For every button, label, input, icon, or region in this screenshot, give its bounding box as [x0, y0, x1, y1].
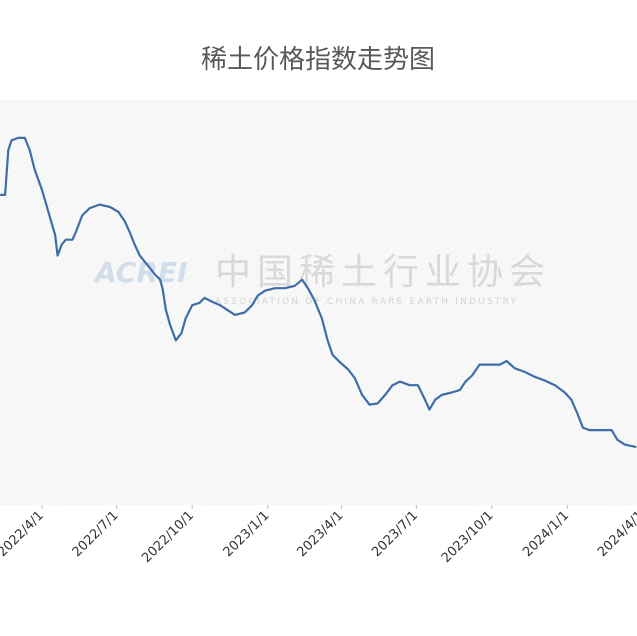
data-line [0, 136, 637, 449]
watermark-subtitle: ASSOCIATION OF CHINA RARE EARTH INDUSTRY [215, 297, 518, 307]
watermark-name: 中国稀土行业协会 [215, 252, 551, 293]
watermark: ACREI 中国稀土行业协会 ASSOCIATION OF CHINA RARE… [93, 252, 551, 307]
chart-title: 稀土价格指数走势图 [201, 45, 435, 75]
watermark-logo: ACREI [93, 256, 187, 289]
plot-area [0, 100, 637, 505]
